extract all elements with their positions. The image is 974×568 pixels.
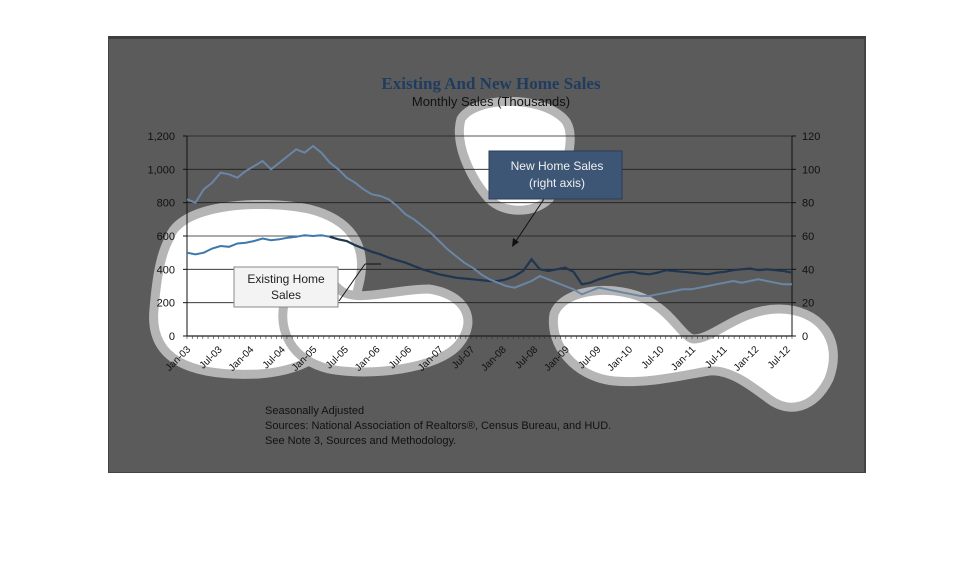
left-tick-label: 0: [169, 331, 175, 343]
x-tick-label: Jan-08: [479, 344, 509, 374]
note-seasonally-adjusted: Seasonally Adjusted: [265, 405, 365, 417]
chart-svg: Existing And New Home Sales Monthly Sale…: [147, 74, 838, 412]
right-tick-label: 120: [802, 131, 820, 143]
note-sources: Sources: National Association of Realtor…: [265, 420, 612, 432]
new-label-arrowhead: [512, 238, 519, 247]
right-tick-label: 20: [802, 298, 814, 310]
right-tick-label: 40: [802, 264, 814, 276]
series-existing-home-sales-early: [186, 234, 330, 256]
chart-title: Existing And New Home Sales: [381, 74, 601, 93]
existing-label-box: [233, 266, 339, 308]
right-tick-label: 0: [802, 331, 808, 343]
right-axis-ticks: 0 20 40 60 80 100 120: [792, 131, 820, 343]
existing-label-line1: Existing Home: [247, 272, 325, 286]
left-tick-label: 1,200: [147, 131, 175, 143]
right-tick-label: 60: [802, 231, 814, 243]
left-tick-label: 200: [157, 298, 175, 310]
series-new-home-sales: [186, 144, 792, 297]
note-methodology: See Note 3, Sources and Methodology.: [265, 435, 457, 447]
left-tick-label: 400: [157, 264, 175, 276]
left-tick-label: 800: [157, 198, 175, 210]
left-axis-ticks: 0 200 400 600 800 1,000 1,200: [147, 131, 187, 343]
left-tick-label: 1,000: [147, 164, 175, 176]
new-label-line1: New Home Sales: [511, 159, 604, 173]
series-existing-home-sales: [329, 235, 793, 286]
right-tick-label: 100: [802, 164, 820, 176]
chart-panel: Existing And New Home Sales Monthly Sale…: [108, 36, 866, 473]
chart-subtitle: Monthly Sales (Thousands): [412, 94, 570, 109]
left-tick-label: 600: [157, 231, 175, 243]
existing-label-connector: [338, 263, 366, 302]
x-tick-label: Jul-08: [513, 344, 540, 371]
new-label-line2: (right axis): [529, 176, 585, 190]
new-label-connector: [513, 198, 545, 245]
right-tick-label: 80: [802, 198, 814, 210]
new-label-box: [488, 150, 623, 200]
existing-label-line2: Sales: [271, 288, 301, 302]
highlight-blob-4: [548, 286, 838, 412]
series-lines: [186, 144, 793, 297]
